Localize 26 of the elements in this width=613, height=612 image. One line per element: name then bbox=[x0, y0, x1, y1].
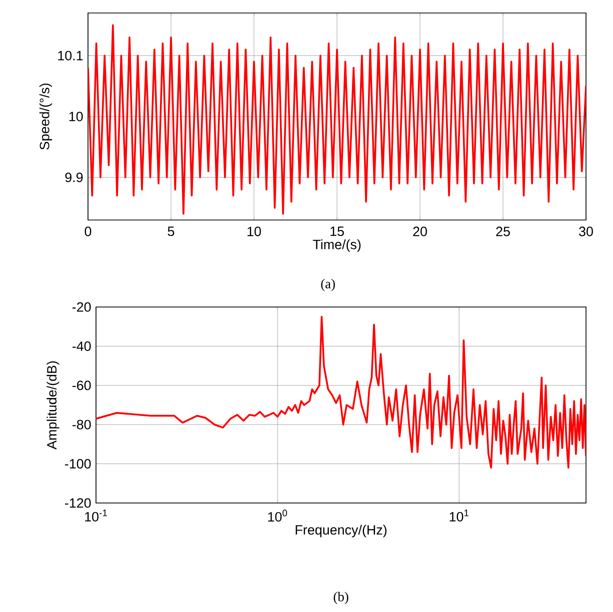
y-tick-label: -40 bbox=[72, 341, 91, 351]
x-axis-title: Frequency/(Hz) bbox=[296, 524, 386, 538]
x-tick-label: 10$^{0}$ bbox=[268, 510, 288, 522]
x-tick-label: 10$^{-1}$ bbox=[85, 510, 107, 522]
x-axis-title: Time/(s) bbox=[312, 239, 361, 252]
x-tick-label: 0 bbox=[84, 226, 92, 236]
y-tick-label: -100 bbox=[64, 459, 91, 469]
x-tick-label: 10 bbox=[248, 226, 261, 236]
text: (a) bbox=[321, 278, 335, 292]
line-series bbox=[88, 24, 586, 215]
x-tick-label: 5 bbox=[168, 226, 174, 236]
y-axis-title: Speed/(°/s) bbox=[39, 84, 52, 150]
y-tick-label: -20 bbox=[72, 302, 91, 312]
y-tick-label: 9.9 bbox=[65, 172, 83, 182]
y-tick-label: 10.1 bbox=[58, 50, 83, 60]
y-axis-title: Amplitude/(dB) bbox=[46, 361, 60, 450]
text: (b) bbox=[334, 592, 348, 604]
x-tick-label: 10$^{1}$ bbox=[450, 510, 468, 522]
x-tick-label: 20 bbox=[413, 226, 427, 236]
y-tick-label: -60 bbox=[72, 380, 91, 390]
y-tick-label: -80 bbox=[72, 420, 91, 430]
x-tick-label: 15 bbox=[330, 226, 344, 236]
x-tick-label: 25 bbox=[496, 226, 510, 236]
x-tick-label: 30 bbox=[579, 226, 593, 236]
y-tick-label: 10 bbox=[69, 112, 83, 122]
y-tick-label: -120 bbox=[64, 498, 91, 508]
